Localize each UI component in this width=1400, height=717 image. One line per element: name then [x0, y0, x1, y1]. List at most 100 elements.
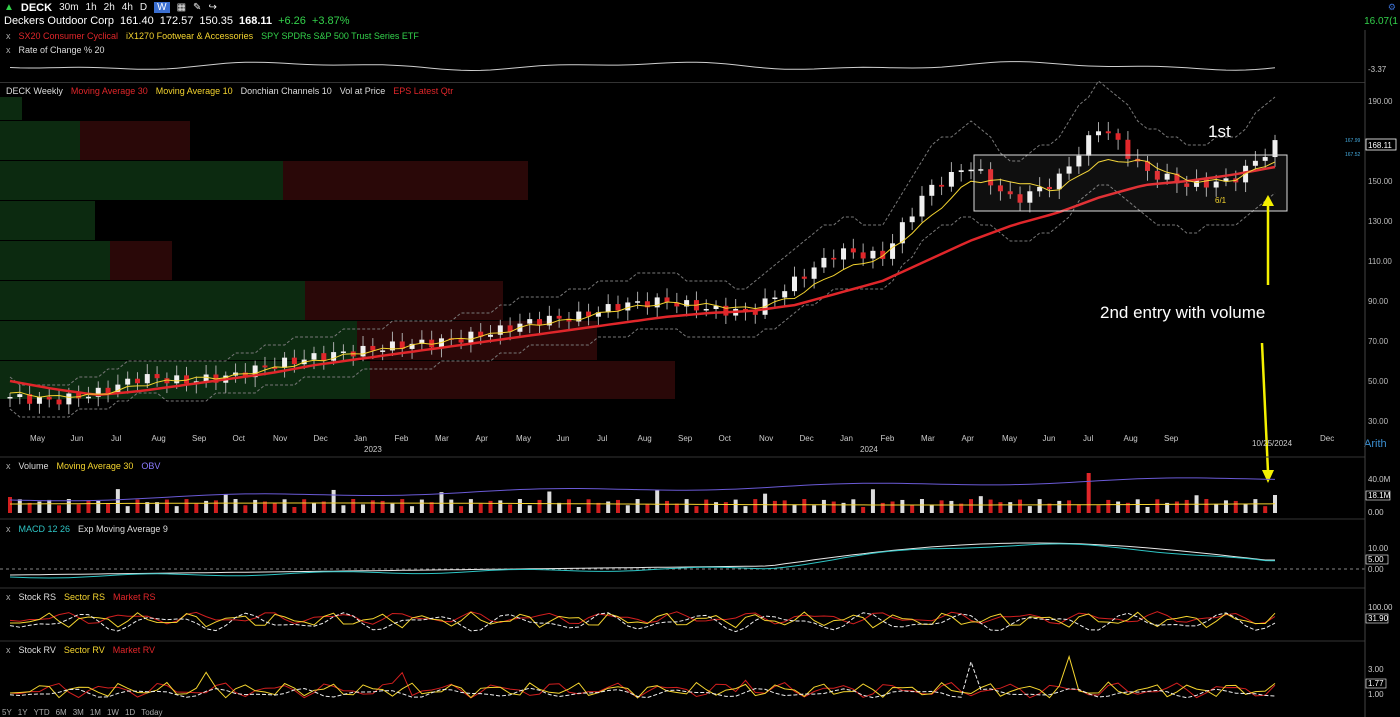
study-macd[interactable]: MACD 12 26	[18, 524, 71, 534]
volume-bar	[223, 494, 228, 513]
arrow-down-head	[1262, 470, 1274, 483]
volume-bar	[1263, 506, 1268, 513]
month-label: Mar	[921, 434, 935, 443]
study-market-rs[interactable]: Market RS	[113, 592, 156, 602]
interval-4h[interactable]: 4h	[121, 2, 133, 13]
study-stock-rv[interactable]: Stock RV	[18, 645, 56, 655]
study-stock-rs[interactable]: Stock RS	[18, 592, 57, 602]
month-label: May	[1002, 434, 1017, 443]
study-vol-at-price[interactable]: Vol at Price	[339, 86, 386, 96]
volume-bar	[1106, 499, 1111, 513]
close-icon[interactable]: x	[6, 31, 11, 41]
study-eps[interactable]: EPS Latest Qtr	[393, 86, 454, 96]
close-icon[interactable]: x	[6, 592, 11, 602]
candle-body	[507, 325, 513, 332]
volume-bar	[1037, 499, 1042, 513]
range-6m[interactable]: 6M	[55, 708, 67, 717]
volume-bar	[625, 505, 630, 513]
close-icon[interactable]: x	[6, 45, 11, 55]
rs-pane-label: x Stock RS Sector RS Market RS	[6, 592, 156, 602]
donchian-lower	[9, 184, 1276, 418]
candle-body	[1272, 140, 1278, 158]
month-label: Jun	[1043, 434, 1056, 443]
volume-bar	[645, 504, 650, 513]
volume-bar	[1047, 503, 1052, 513]
month-label: Jan	[840, 434, 853, 443]
sector-label[interactable]: SX20 Consumer Cyclical	[18, 31, 119, 41]
range-5y[interactable]: 5Y	[2, 708, 12, 717]
range-1d[interactable]: 1D	[124, 708, 136, 717]
range-3m[interactable]: 3M	[72, 708, 84, 717]
volume-bar	[498, 500, 503, 513]
range-1m[interactable]: 1M	[89, 708, 101, 717]
settings-icon[interactable]: ⚙	[1387, 2, 1396, 12]
sector-rs-line	[10, 611, 1276, 629]
candle-body	[742, 308, 748, 312]
close-icon[interactable]: x	[6, 645, 11, 655]
volume-bar	[763, 493, 768, 513]
range-1w[interactable]: 1W	[106, 708, 119, 717]
roc-study-label[interactable]: Rate of Change % 20	[18, 45, 105, 55]
close-icon[interactable]: x	[6, 461, 11, 471]
interval-1h[interactable]: 1h	[85, 2, 97, 13]
interval-daily[interactable]: D	[139, 2, 148, 13]
month-label: Sep	[678, 434, 693, 443]
draw-pencil-icon[interactable]: ✎	[193, 2, 202, 13]
interval-30m[interactable]: 30m	[59, 2, 79, 13]
industry-label[interactable]: iX1270 Footwear & Accessories	[126, 31, 254, 41]
volume-bar	[821, 499, 826, 513]
volume-bar	[106, 503, 111, 513]
vap-bar-up	[0, 241, 110, 280]
candle-body	[654, 297, 660, 308]
interval-2h[interactable]: 2h	[103, 2, 115, 13]
study-sector-rv[interactable]: Sector RV	[63, 645, 105, 655]
etf-label[interactable]: SPY SPDRs S&P 500 Trust Series ETF	[261, 31, 419, 41]
volume-bar	[66, 499, 71, 513]
candle-body	[968, 169, 974, 172]
volume-bar	[155, 502, 160, 513]
volume-bar	[723, 502, 728, 513]
volume-bar	[204, 500, 209, 513]
study-ma10[interactable]: Moving Average 10	[155, 86, 233, 96]
study-macd-ema[interactable]: Exp Moving Average 9	[78, 524, 168, 534]
volume-bar	[115, 489, 120, 513]
volume-bar	[517, 499, 522, 513]
volume-bar	[361, 504, 366, 513]
candle-body	[272, 367, 278, 369]
study-ma30[interactable]: Moving Average 30	[70, 86, 148, 96]
study-vol-ma30[interactable]: Moving Average 30	[56, 461, 134, 471]
toolbar: ▲ DECK 30m 1h 2h 4h D W ▦ ✎ ↪	[0, 0, 1400, 15]
range-today[interactable]: Today	[141, 708, 163, 717]
candle-body	[958, 170, 964, 173]
candle-body	[389, 341, 395, 351]
candle-body	[291, 357, 297, 365]
candle-body	[801, 276, 807, 279]
candle-body	[252, 365, 258, 378]
chart-type-icon[interactable]: ▦	[176, 2, 187, 13]
study-sector-rs[interactable]: Sector RS	[64, 592, 106, 602]
study-market-rv[interactable]: Market RV	[112, 645, 156, 655]
study-donchian[interactable]: Donchian Channels 10	[240, 86, 332, 96]
share-icon[interactable]: ↪	[208, 2, 217, 13]
volume-bar	[419, 499, 424, 513]
macd-line	[9, 542, 1275, 576]
candle-body	[948, 172, 954, 187]
volume-bar	[733, 499, 738, 513]
study-obv[interactable]: OBV	[141, 461, 161, 471]
rs-tick-2: 31.90	[1368, 614, 1389, 623]
volume-bar	[566, 499, 571, 513]
study-deck-weekly[interactable]: DECK Weekly	[6, 86, 63, 96]
interval-weekly[interactable]: W	[154, 2, 170, 13]
candle-body	[115, 384, 121, 394]
volume-bar	[1135, 499, 1140, 513]
close-icon[interactable]: x	[6, 524, 11, 534]
volume-bar	[655, 490, 660, 513]
month-label: Nov	[273, 434, 287, 443]
study-volume[interactable]: Volume	[18, 461, 49, 471]
range-ytd[interactable]: YTD	[33, 708, 50, 717]
candle-body	[1105, 131, 1111, 134]
range-1y[interactable]: 1Y	[17, 708, 28, 717]
symbol-label[interactable]: DECK	[20, 1, 53, 14]
volume-bar	[17, 499, 22, 513]
